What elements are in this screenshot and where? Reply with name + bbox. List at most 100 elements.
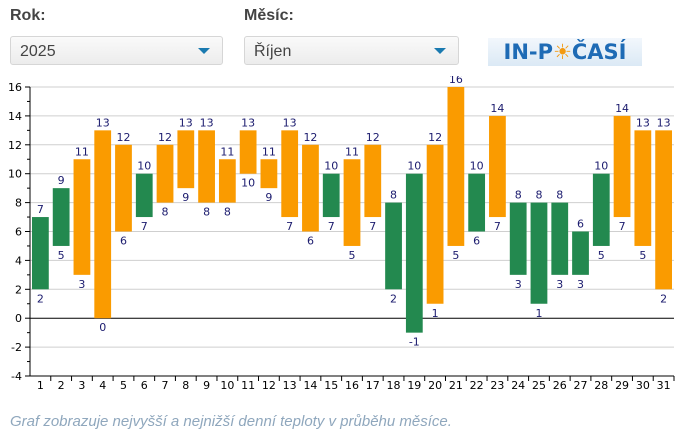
max-label: 13: [179, 116, 193, 129]
x-tick-label: 3: [78, 379, 85, 392]
y-tick-label: 8: [15, 197, 22, 210]
min-label: 2: [37, 292, 44, 305]
chart-caption: Graf zobrazuje nejvyšší a nejnižší denní…: [10, 413, 452, 430]
year-label: Rok:: [10, 7, 46, 24]
min-label: 0: [99, 321, 106, 334]
temperature-bar: [634, 130, 652, 246]
max-label: 12: [158, 131, 172, 144]
y-tick-label: 16: [8, 81, 22, 94]
max-label: 13: [241, 116, 255, 129]
y-tick-label: 0: [15, 312, 22, 325]
min-label: 5: [452, 249, 459, 262]
chevron-down-icon: [434, 48, 446, 54]
x-tick-label: 31: [657, 379, 671, 392]
max-label: 14: [615, 102, 629, 115]
temperature-bar: [156, 144, 174, 203]
max-label: 13: [636, 116, 650, 129]
temperature-bar: [94, 130, 112, 319]
max-label: 11: [345, 145, 359, 158]
temperature-bar: [32, 217, 49, 290]
min-label: 7: [328, 220, 335, 233]
x-tick-label: 9: [203, 379, 210, 392]
min-label: 3: [577, 278, 584, 291]
temperature-bar: [447, 87, 465, 246]
min-label: 9: [265, 191, 272, 204]
temperature-bar: [655, 130, 672, 290]
temperature-bar: [177, 130, 195, 189]
y-tick-label: 4: [15, 254, 22, 267]
in-pocasi-logo[interactable]: IN-P☀ČASÍ: [488, 38, 642, 66]
max-label: 10: [137, 160, 151, 173]
min-label: 8: [162, 206, 169, 219]
min-label: 6: [120, 235, 127, 248]
max-label: 12: [303, 131, 317, 144]
temperature-bar: [489, 115, 506, 218]
y-tick-label: 10: [8, 168, 22, 181]
x-tick-label: 2: [58, 379, 65, 392]
min-label: 1: [432, 307, 439, 320]
x-tick-label: 1: [37, 379, 44, 392]
max-label: 10: [407, 160, 421, 173]
x-tick-label: 17: [366, 379, 380, 392]
temperature-bar: [115, 144, 132, 232]
min-label: 5: [349, 249, 356, 262]
min-label: 6: [473, 235, 480, 248]
min-label: 7: [369, 220, 376, 233]
min-label: 1: [535, 307, 542, 320]
temperature-bar: [52, 188, 70, 246]
max-label: 8: [390, 189, 397, 202]
temperature-bar: [572, 231, 589, 275]
x-tick-label: 27: [574, 379, 588, 392]
min-label: 5: [639, 249, 646, 262]
max-label: 13: [283, 116, 297, 129]
max-label: 11: [262, 145, 276, 158]
temperature-bar: [198, 130, 215, 203]
x-tick-label: 8: [182, 379, 189, 392]
min-label: 3: [515, 278, 522, 291]
min-label: 3: [556, 278, 563, 291]
max-label: 6: [577, 218, 584, 231]
max-label: 11: [220, 145, 234, 158]
x-tick-label: 22: [470, 379, 484, 392]
month-label: Měsíc:: [244, 7, 294, 24]
min-label: 8: [224, 206, 231, 219]
x-tick-label: 5: [120, 379, 127, 392]
x-tick-label: 13: [283, 379, 297, 392]
x-tick-label: 4: [99, 379, 106, 392]
min-label: 7: [619, 220, 626, 233]
x-tick-label: 14: [303, 379, 317, 392]
year-select[interactable]: 2025: [10, 36, 223, 65]
month-select-value: Říjen: [254, 43, 292, 60]
temperature-bar: [613, 115, 631, 218]
max-label: 10: [594, 160, 608, 173]
y-tick-label: 6: [15, 226, 22, 239]
max-label: 9: [58, 174, 65, 187]
temperature-bar: [364, 144, 382, 218]
x-tick-label: 12: [262, 379, 276, 392]
min-label: 8: [203, 206, 210, 219]
y-tick-label: -4: [11, 370, 22, 383]
min-label: 10: [241, 177, 255, 190]
max-label: 10: [470, 160, 484, 173]
temperature-bar: [530, 202, 548, 304]
x-tick-label: 18: [387, 379, 401, 392]
x-tick-label: 25: [532, 379, 546, 392]
min-label: 7: [494, 220, 501, 233]
x-tick-label: 29: [615, 379, 629, 392]
temperature-bar: [343, 159, 361, 246]
max-label: 10: [324, 160, 338, 173]
min-label: 7: [286, 220, 293, 233]
month-select[interactable]: Říjen: [244, 36, 459, 65]
x-tick-label: 16: [345, 379, 359, 392]
x-tick-label: 19: [407, 379, 421, 392]
min-label: 2: [390, 292, 397, 305]
min-label: 9: [182, 191, 189, 204]
x-tick-label: 6: [141, 379, 148, 392]
temperature-bar: [73, 159, 91, 275]
max-label: 12: [428, 131, 442, 144]
temperature-bar: [302, 144, 319, 232]
temperature-chart: -4-2024681012141672195211331304126510761…: [8, 76, 675, 392]
min-label: -1: [409, 336, 420, 349]
temperature-bar: [135, 173, 153, 218]
temperature-bar: [551, 202, 569, 275]
